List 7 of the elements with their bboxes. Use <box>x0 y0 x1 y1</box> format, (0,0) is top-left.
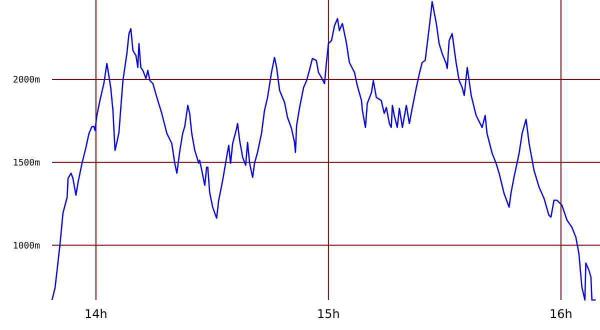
x-tick-label: 15h <box>317 307 340 321</box>
x-tick-label: 16h <box>550 307 572 321</box>
y-tick-label: 1500m <box>12 158 40 169</box>
y-tick-label: 1000m <box>12 241 40 252</box>
line-series <box>51 1 596 301</box>
x-tick-label: 14h <box>84 307 108 321</box>
y-tick-label: 2000m <box>12 76 40 86</box>
